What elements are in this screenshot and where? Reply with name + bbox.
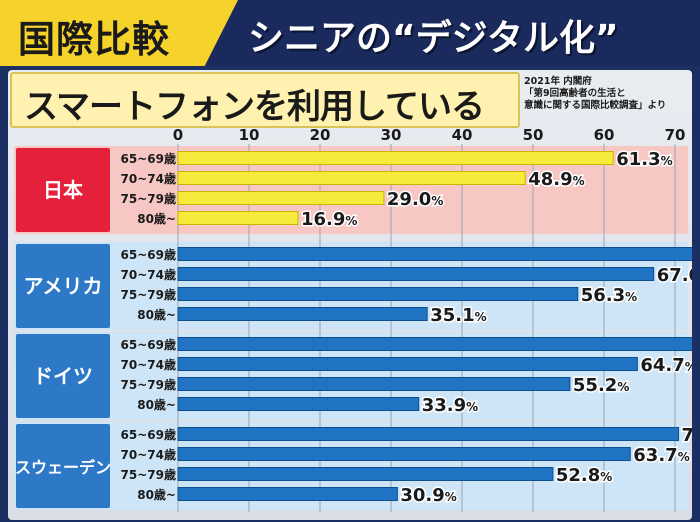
category-label: 65~69歳 [121, 427, 176, 442]
x-tick-label: 30 [381, 126, 402, 144]
category-label: 75~79歳 [121, 377, 176, 392]
data-label: 29.0% [387, 189, 443, 210]
category-label: 65~69歳 [121, 151, 176, 166]
bar [177, 307, 428, 321]
bar [177, 171, 526, 185]
x-tick-label: 40 [452, 126, 473, 144]
group-label: ドイツ [33, 364, 93, 388]
category-label: 75~79歳 [121, 467, 176, 482]
x-tick-label: 70 [665, 126, 686, 144]
x-tick-label: 10 [239, 126, 260, 144]
group-label-box [16, 244, 110, 328]
data-label: 55.2% [573, 375, 629, 396]
data-label: 63.7% [633, 445, 689, 466]
bar [177, 247, 692, 261]
category-label: 65~69歳 [121, 247, 176, 262]
group-label: 日本 [43, 178, 83, 202]
category-tag: 国際比較 [0, 0, 238, 66]
title-banner: 国際比較 シニアの“デジタル化” [0, 0, 700, 66]
bar-chart: 01020304050607080(%)日本65~69歳61.3%70~74歳4… [14, 126, 692, 512]
category-label: 75~79歳 [121, 287, 176, 302]
bar [177, 211, 299, 225]
data-label: 61.3% [616, 149, 672, 170]
bar [177, 467, 554, 481]
data-label: 30.9% [400, 485, 456, 506]
x-tick-label: 50 [523, 126, 544, 144]
x-tick-label: 60 [594, 126, 615, 144]
headline: シニアの“デジタル化” [248, 18, 619, 59]
category-label: 80歳~ [137, 487, 176, 502]
data-label: 70.5% [682, 425, 692, 446]
category-label: 70~74歳 [121, 447, 176, 462]
group-label: スウェーデン [15, 458, 111, 477]
group-label-box [16, 424, 110, 508]
bar [177, 267, 655, 281]
bar [177, 191, 385, 205]
group-label-box [16, 148, 110, 232]
data-label: 33.9% [422, 395, 478, 416]
category-label: 70~74歳 [121, 267, 176, 282]
data-label: 56.3% [581, 285, 637, 306]
group-label: アメリカ [24, 274, 103, 298]
category-label: 80歳~ [137, 307, 176, 322]
source-line-1: 2021年 内閣府 [524, 76, 592, 87]
category-label: 65~69歳 [121, 337, 176, 352]
bar [177, 397, 420, 411]
bar [177, 357, 638, 371]
subtitle-bar: スマートフォンを利用している [10, 72, 520, 128]
bar [177, 427, 680, 441]
x-tick-label: 0 [173, 126, 183, 144]
data-label: 67.0% [657, 265, 692, 286]
bar [177, 151, 614, 165]
data-label: 64.7% [640, 355, 692, 376]
source-note: 2021年 内閣府 「第9回高齢者の生活と 意識に関する国際比較調査」より [524, 76, 690, 112]
category-label: 80歳~ [137, 397, 176, 412]
category-label: 70~74歳 [121, 357, 176, 372]
chart-panel: スマートフォンを利用している 2021年 内閣府 「第9回高齢者の生活と 意識に… [8, 70, 692, 520]
chart-subtitle: スマートフォンを利用している [24, 87, 485, 127]
data-label: 48.9% [528, 169, 584, 190]
category-tag-label: 国際比較 [18, 18, 170, 61]
bar [177, 487, 398, 501]
category-label: 75~79歳 [121, 191, 176, 206]
bar [177, 337, 692, 351]
source-line-2: 「第9回高齢者の生活と [524, 88, 626, 99]
data-label: 52.8% [556, 465, 612, 486]
category-label: 80歳~ [137, 211, 176, 226]
data-label: 16.9% [301, 209, 357, 230]
group-label-box [16, 334, 110, 418]
category-label: 70~74歳 [121, 171, 176, 186]
data-label: 35.1% [430, 305, 486, 326]
x-tick-label: 20 [310, 126, 331, 144]
bar [177, 377, 571, 391]
source-line-3: 意識に関する国際比較調査」より [524, 100, 667, 111]
bar [177, 287, 579, 301]
bar [177, 447, 631, 461]
